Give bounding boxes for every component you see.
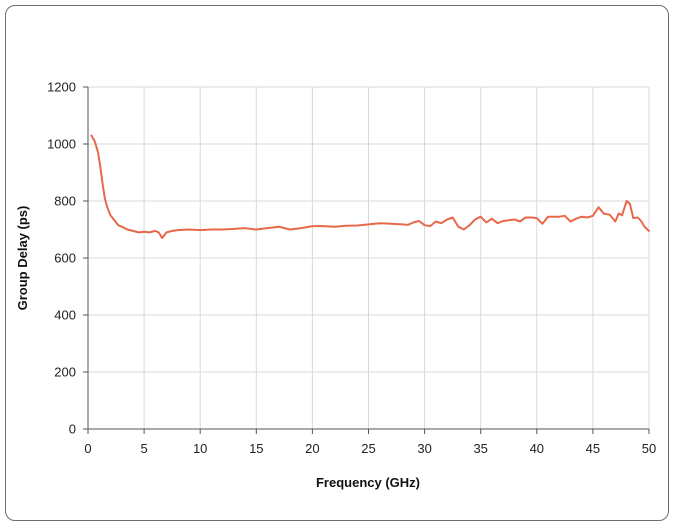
y-tick-label: 1000	[47, 137, 76, 152]
y-tick-label: 400	[54, 308, 76, 323]
x-tick-label: 30	[417, 441, 431, 456]
y-tick-labels: 0 200 400 600 800 1000 1200	[47, 80, 76, 437]
x-tick-label: 25	[361, 441, 375, 456]
x-tick-label: 10	[193, 441, 207, 456]
x-tick-label: 0	[84, 441, 91, 456]
group-delay-series-line	[90, 134, 650, 239]
chart-frame	[5, 5, 669, 521]
y-tick-label: 800	[54, 194, 76, 209]
y-tick-label: 600	[54, 251, 76, 266]
y-tick-label: 200	[54, 365, 76, 380]
y-axis-title: Group Delay (ps)	[15, 206, 30, 311]
x-tick-labels: 0 5 10 15 20 25 30 35 40 45 50	[84, 441, 656, 456]
y-tick-label: 0	[69, 422, 76, 437]
x-tick-label: 45	[586, 441, 600, 456]
axes	[83, 86, 650, 434]
x-tick-label: 35	[473, 441, 487, 456]
x-axis-title: Frequency (GHz)	[316, 475, 420, 490]
x-tick-label: 50	[642, 441, 656, 456]
y-tick-label: 1200	[47, 80, 76, 95]
x-tick-label: 40	[530, 441, 544, 456]
x-tick-label: 5	[140, 441, 147, 456]
gridlines	[87, 86, 650, 430]
x-tick-label: 20	[305, 441, 319, 456]
x-tick-label: 15	[249, 441, 263, 456]
